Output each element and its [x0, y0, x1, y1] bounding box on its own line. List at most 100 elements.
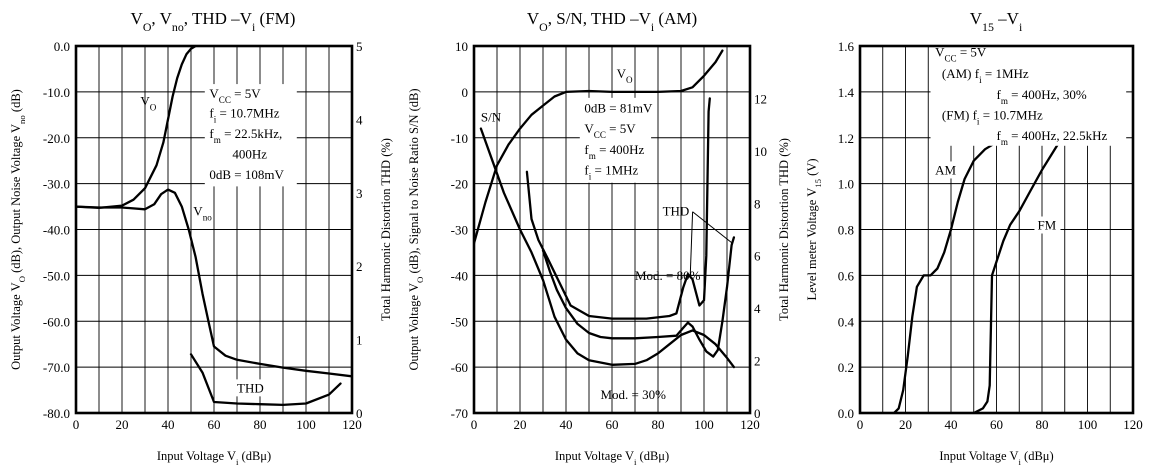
fm-chart: VO, Vno, THD –Vi (FM)0 20 40 60 80 100 1200.0-…	[9, 9, 393, 467]
y2-tick-label: 12	[754, 91, 767, 106]
x-tick-label: 60	[208, 417, 221, 432]
plot-frame	[472, 44, 752, 415]
x-tick-label: 80	[254, 417, 267, 432]
series-line-vo	[76, 46, 197, 210]
annotation-fm: FM	[1037, 218, 1056, 233]
y-tick-label: -60	[451, 360, 468, 375]
y-axis-label: Output Voltage VO (dB), Output Noise Vol…	[9, 89, 27, 370]
annotation-fi-1mhz: fi = 1MHz	[584, 162, 638, 181]
plot-frame	[74, 44, 354, 415]
chart-title: VO, S/N, THD –Vi (AM)	[527, 9, 697, 34]
series-line-thd	[189, 353, 342, 407]
annotation-vcc-5v: VCC = 5V	[209, 86, 261, 105]
y-tick-label: -80.0	[43, 406, 70, 421]
x-tick-label: 20	[899, 417, 912, 432]
x-tick-label: 100	[694, 417, 714, 432]
y-tick-label: -50	[451, 314, 468, 329]
y-axis-label: Level meter Voltage V15 (V)	[805, 158, 823, 300]
y2-tick-label: 1	[356, 333, 363, 348]
annotation-fm-22-5khz: fm = 22.5kHz,	[209, 126, 282, 145]
annotation-vo: VO	[617, 66, 633, 85]
x-axis-label: Input Voltage Vi (dBμ)	[157, 449, 271, 467]
y-tick-label: 0.8	[838, 223, 854, 238]
x-tick-label: 80	[652, 417, 665, 432]
series-line-am	[892, 136, 1010, 413]
y2-tick-label: 6	[754, 249, 761, 264]
chart-title: V15 –Vi	[970, 9, 1023, 34]
annotation-vo: VO	[140, 94, 156, 113]
y2-tick-label: 0	[356, 406, 363, 421]
y2-tick-label: 4	[356, 112, 363, 127]
y-tick-label: 1.2	[838, 131, 854, 146]
x-axis-label: Input Voltage Vi (dBμ)	[939, 449, 1053, 467]
y-tick-label: 1.4	[838, 85, 855, 100]
series-line-s-n	[479, 127, 736, 369]
thd-leader-line	[689, 211, 694, 277]
x-tick-label: 40	[945, 417, 958, 432]
x-tick-label: 80	[1036, 417, 1049, 432]
annotation-0db-81mv: 0dB = 81mV	[584, 101, 653, 116]
chart-title: VO, Vno, THD –Vi (FM)	[131, 9, 296, 34]
x-tick-label: 60	[990, 417, 1003, 432]
series-line-fm	[972, 132, 1066, 413]
annotation-fm-400hz-22-5khz: fm = 400Hz, 22.5kHz	[997, 128, 1108, 147]
thd-leader-line	[692, 211, 732, 243]
annotation-vno: Vno	[193, 204, 212, 223]
y-tick-label: -10	[451, 131, 468, 146]
y2-tick-label: 2	[754, 354, 761, 369]
annotation-fm-400hz-30: fm = 400Hz, 30%	[997, 87, 1087, 106]
y2-tick-label: 4	[754, 301, 761, 316]
y2-tick-label: 8	[754, 196, 761, 211]
y-tick-label: -40.0	[43, 223, 70, 238]
y-tick-label: -10.0	[43, 85, 70, 100]
am-chart: VO, S/N, THD –Vi (AM)0 20 40 60 80 100 120100-…	[407, 9, 791, 467]
annotations: VO S/N THD Mod. = 80% Mod. = 30% 0dB = 81mV VC…	[481, 66, 732, 402]
y-tick-label: -50.0	[43, 268, 70, 283]
y2-tick-label: 10	[754, 144, 767, 159]
y2-tick-label: 3	[356, 186, 363, 201]
series-line-vno	[76, 188, 352, 378]
label-bg	[234, 379, 272, 397]
annotation-vcc-5v: VCC = 5V	[935, 44, 987, 63]
y-tick-label: -40	[451, 268, 468, 283]
y-tick-label: 1.0	[838, 177, 854, 192]
level-meter-chart: V15 –Vi 0 20 40 60 80 100 120 0.0 0.2 0.4 0.6 0.8 1.0…	[805, 9, 1143, 467]
x-tick-label: 120	[1123, 417, 1143, 432]
y-tick-label: -60.0	[43, 314, 70, 329]
annotation-am-fi-1mhz: (AM) fi = 1MHz	[942, 66, 1029, 85]
y-tick-label: 0	[462, 85, 469, 100]
y2-axis-label: Total Harmonic Distortion THD (%)	[379, 138, 393, 321]
x-tick-label: 120	[740, 417, 760, 432]
series-line-vo	[474, 49, 724, 245]
annotation-am: AM	[935, 162, 956, 177]
annotation-400hz: 400Hz	[232, 146, 267, 161]
y-tick-label: 0.2	[838, 360, 854, 375]
y-tick-label: 10	[455, 39, 468, 54]
parameter-box	[579, 97, 652, 183]
plot-frame	[858, 44, 1135, 415]
x-tick-label: 40	[162, 417, 175, 432]
parameter-box	[204, 84, 297, 187]
annotation-thd: THD	[663, 204, 690, 219]
y2-tick-label: 2	[356, 259, 363, 274]
label-bg	[1034, 216, 1061, 234]
annotation-s-n: S/N	[481, 110, 502, 125]
annotation-mod-30: Mod. = 30%	[601, 387, 667, 402]
y-tick-label: -30	[451, 223, 468, 238]
annotation-fm-fi-10-7mhz: (FM) fi = 10.7MHz	[942, 107, 1043, 126]
x-tick-label: 20	[514, 417, 527, 432]
x-tick-label: 100	[1078, 417, 1098, 432]
series-group	[474, 49, 736, 369]
label-bg	[932, 161, 959, 179]
parameter-box	[930, 46, 1127, 146]
y2-tick-label: 5	[356, 39, 363, 54]
x-tick-label: 40	[560, 417, 573, 432]
x-tick-label: 20	[116, 417, 129, 432]
y-tick-label: -30.0	[43, 177, 70, 192]
x-tick-label: 120	[342, 417, 362, 432]
series-group	[76, 46, 352, 407]
annotation-0db-108mv: 0dB = 108mV	[209, 167, 284, 182]
annotation-thd: THD	[237, 380, 264, 395]
